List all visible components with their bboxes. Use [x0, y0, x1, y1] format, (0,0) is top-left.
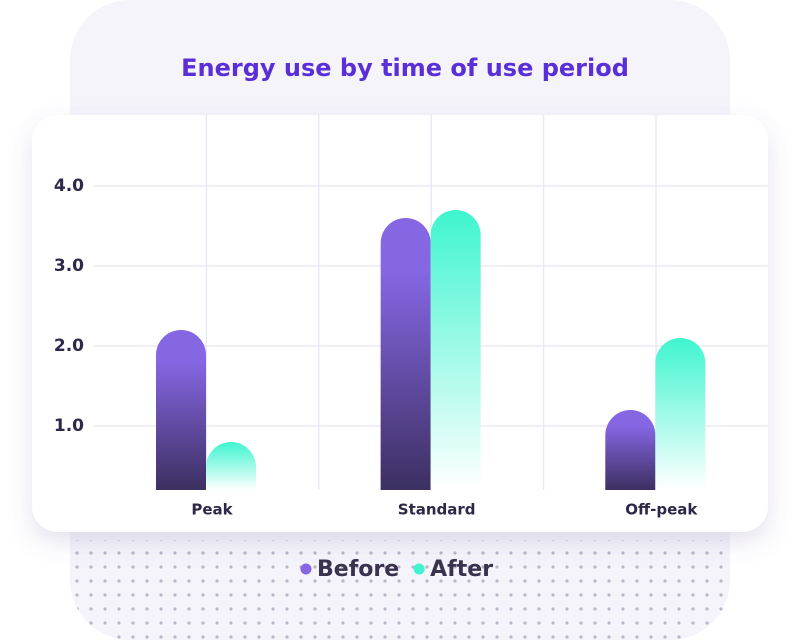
legend-dot	[300, 563, 312, 575]
bar-shade	[156, 330, 206, 490]
x-tick-label: Off-peak	[625, 501, 698, 519]
legend-label: Before	[317, 557, 399, 582]
y-tick-label: 1.0	[54, 416, 84, 436]
legend: Before After	[300, 557, 493, 582]
bar-shade	[605, 410, 656, 490]
x-tick-label: Peak	[191, 501, 233, 519]
dot-pattern	[70, 540, 730, 640]
y-tick-label: 3.0	[54, 256, 84, 276]
y-tick-label: 4.0	[54, 176, 84, 196]
bar	[655, 338, 706, 490]
bar-shade	[380, 217, 431, 490]
legend-dot	[413, 563, 425, 575]
x-tick-label: Standard	[398, 501, 476, 519]
bar	[206, 442, 256, 490]
bar	[430, 209, 481, 490]
legend-label: After	[430, 557, 493, 582]
y-tick-label: 2.0	[54, 336, 84, 356]
chart-title: Energy use by time of use period	[181, 54, 629, 82]
plot-area: 1.0 2.0 3.0 4.0 Peak Standard Off-peak	[54, 115, 768, 519]
